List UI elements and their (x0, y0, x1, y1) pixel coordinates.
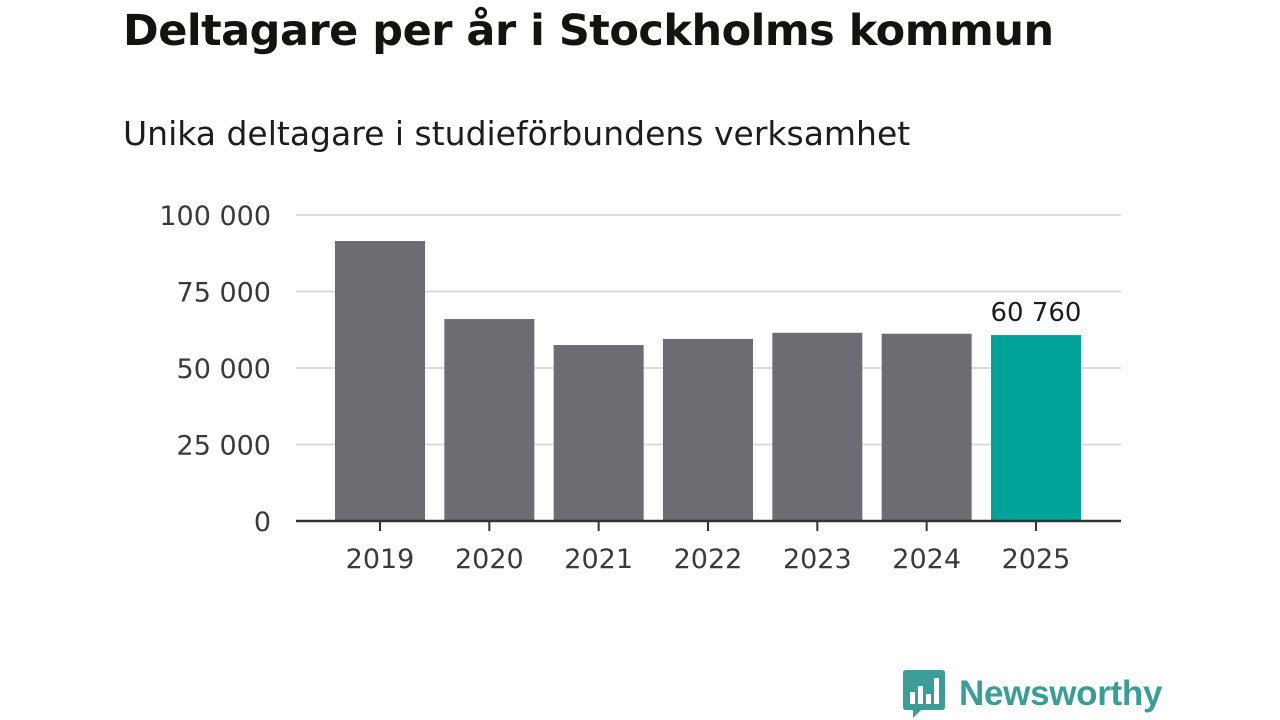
bar (772, 332, 863, 521)
y-tick-label: 100 000 (159, 201, 271, 232)
x-tick-label: 2025 (1002, 544, 1071, 575)
chart-subtitle: Unika deltagare i studieförbundens verks… (123, 114, 911, 153)
newsworthy-logo: Newsworthy (903, 670, 1162, 718)
bar (662, 338, 753, 521)
data-label: 60 760 (990, 298, 1081, 328)
y-tick-label: 50 000 (177, 354, 271, 385)
x-tick-label: 2024 (892, 544, 961, 575)
y-tick-label: 75 000 (177, 278, 271, 309)
logo-wordmark: Newsworthy (959, 674, 1163, 713)
newsworthy-chart-bubble-icon (903, 670, 945, 718)
bar (881, 333, 972, 521)
bar (335, 241, 425, 521)
bar (990, 335, 1081, 521)
x-tick-label: 2023 (783, 544, 852, 575)
x-tick-label: 2021 (564, 544, 633, 575)
x-tick-label: 2022 (674, 544, 743, 575)
chart-title: Deltagare per år i Stockholms kommun (123, 6, 1054, 56)
x-tick-label: 2020 (455, 544, 524, 575)
y-tick-label: 0 (254, 507, 271, 538)
bar (444, 319, 535, 521)
x-tick-label: 2019 (346, 544, 415, 575)
y-tick-label: 25 000 (177, 431, 271, 462)
bar (553, 345, 644, 521)
